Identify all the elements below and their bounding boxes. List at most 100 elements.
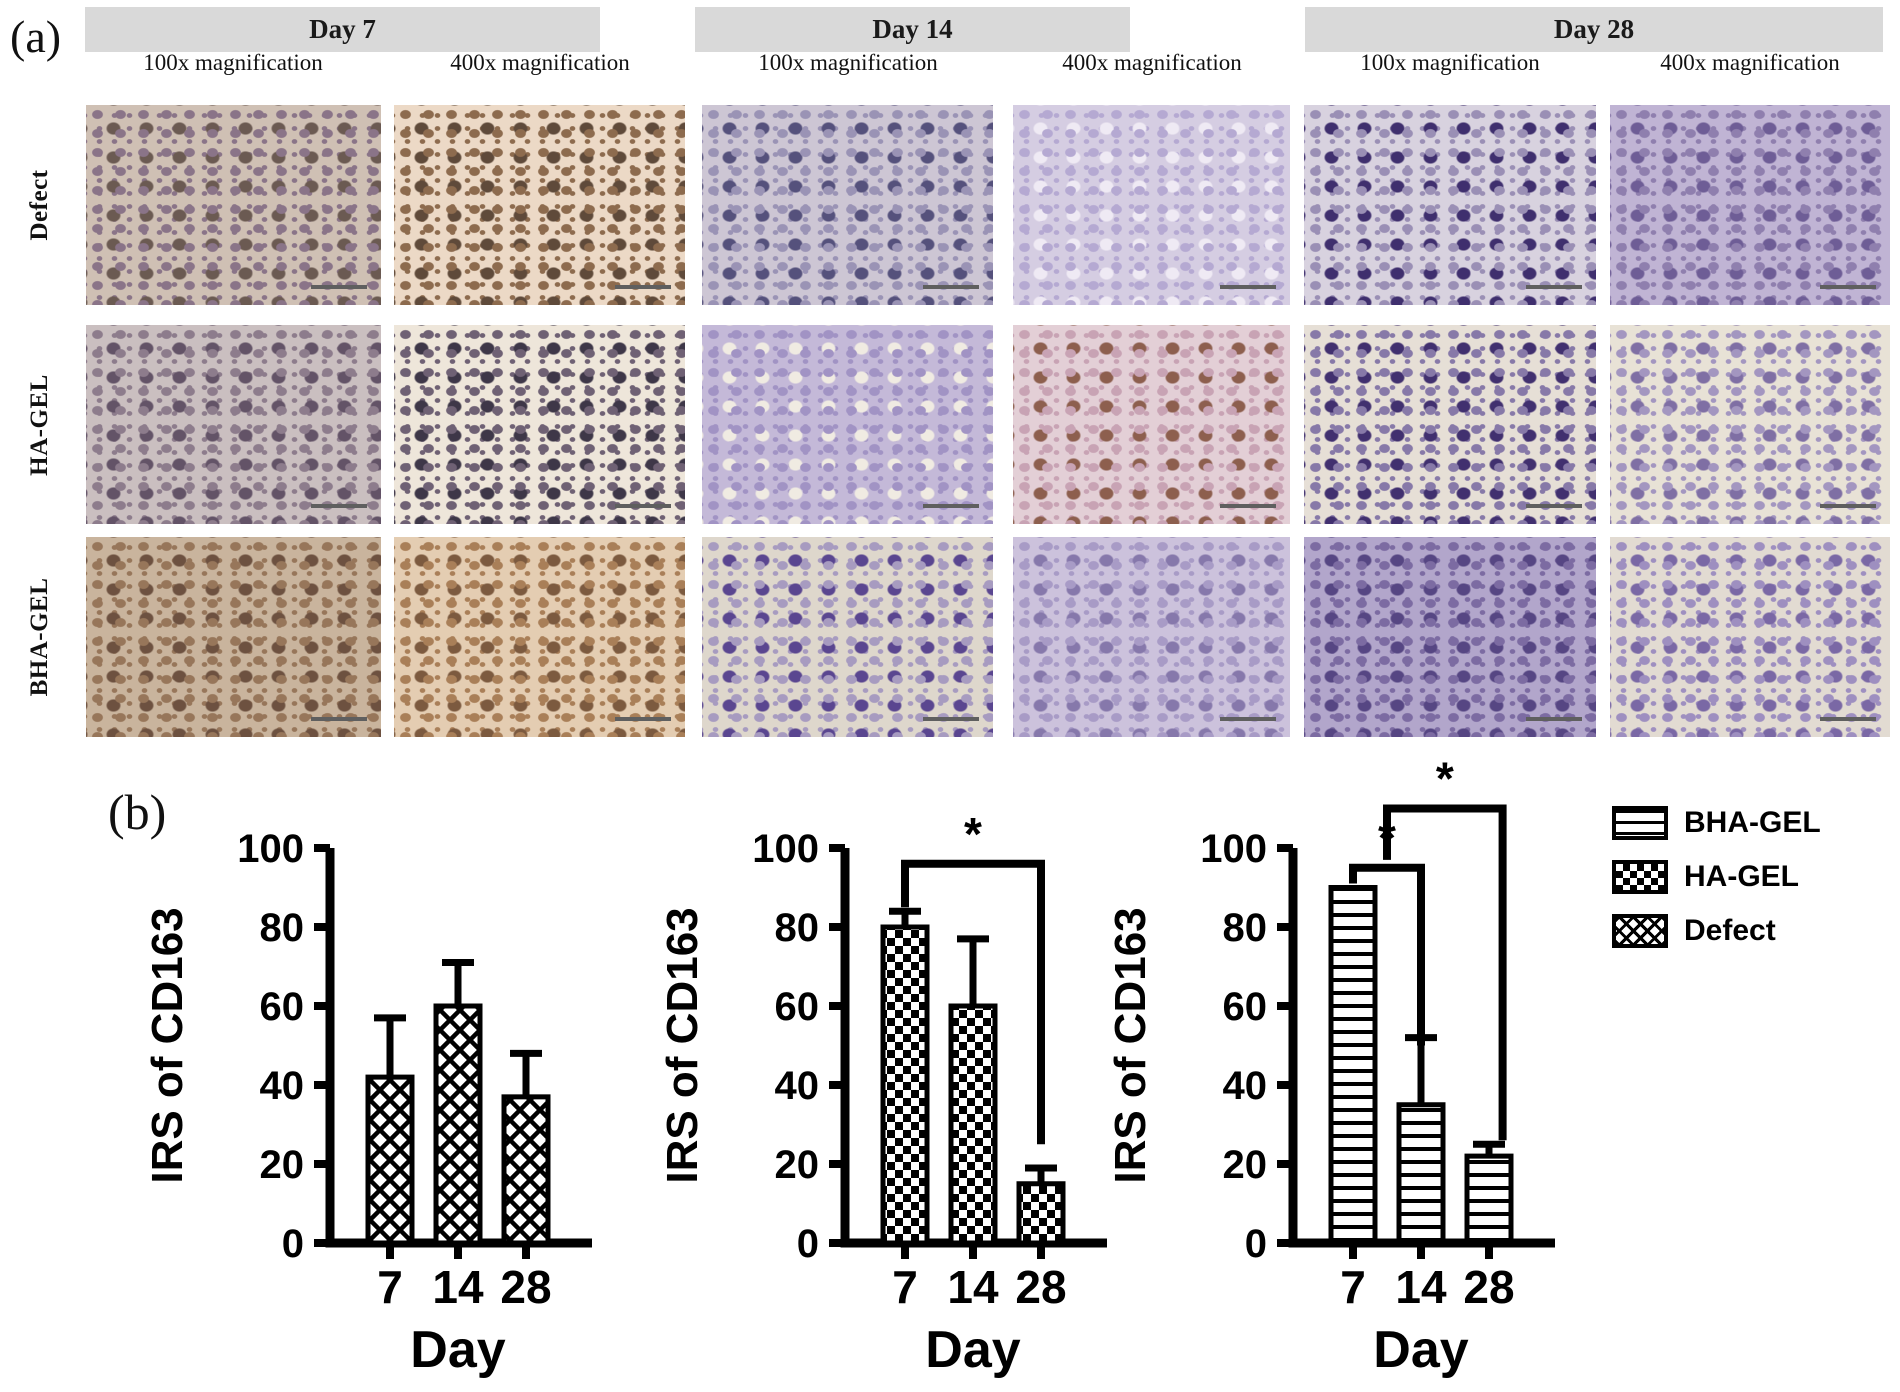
scale-bar (1820, 504, 1876, 508)
y-tick-label: 0 (1245, 1222, 1267, 1266)
y-tick-label: 40 (1223, 1064, 1268, 1108)
scale-bar (311, 717, 367, 721)
y-tick-label: 100 (1200, 827, 1267, 871)
day28-100x-label: 100x magnification (1360, 50, 1540, 75)
histology-image-defect-day7-400x (394, 105, 685, 305)
y-tick-label: 60 (260, 985, 305, 1029)
chart-legend: BHA-GEL HA-GEL Defect (1612, 806, 1821, 948)
histology-image-bha-gel-day14-400x (1013, 537, 1290, 737)
y-tick-label: 20 (260, 1143, 305, 1187)
bar-ha-gel-day7 (880, 924, 930, 1246)
y-tick-label: 20 (1223, 1143, 1268, 1187)
day7-header: Day 7 (85, 7, 600, 52)
chart-svg-ha-gel: 0 20 40 60 80 100 IRS of CD163 7 14 28 Day * (658, 808, 1107, 1379)
y-axis-title: IRS of CD163 (658, 907, 707, 1183)
y-tick-label: 40 (775, 1064, 820, 1108)
bar-chart-bha-gel: 0 20 40 60 80 100 IRS of CD163 7 14 28 Day * * (1103, 753, 1583, 1392)
histology-image-ha-gel-day14-100x (702, 325, 993, 524)
scale-bar (1526, 504, 1582, 508)
day14-400x-label: 400x magnification (1062, 50, 1242, 75)
scale-bar (1526, 717, 1582, 721)
bar-bha-gel-day28 (1464, 1153, 1514, 1246)
scale-bar (615, 504, 671, 508)
day14-100x-label: 100x magnification (758, 50, 938, 75)
histology-image-bha-gel-day28-400x (1610, 537, 1890, 737)
legend-item-bha-gel: BHA-GEL (1612, 806, 1821, 840)
x-tick-label: 14 (1395, 1261, 1447, 1313)
y-tick-label: 80 (1223, 906, 1268, 950)
row-label-bha-gel: BHA-GEL (26, 577, 53, 697)
day7-400x-label: 400x magnification (450, 50, 630, 75)
histology-image-ha-gel-day28-100x (1304, 325, 1596, 524)
day28-400x-label: 400x magnification (1660, 50, 1840, 75)
panel-a-label: (a) (10, 11, 62, 62)
histology-image-ha-gel-day28-400x (1610, 325, 1890, 524)
significance-bracket (1349, 863, 1425, 1046)
bar-chart-ha-gel: 0 20 40 60 80 100 IRS of CD163 7 14 28 Day * (655, 770, 1135, 1392)
day28-header: Day 28 (1305, 7, 1883, 52)
scale-bar (923, 285, 979, 289)
row-label-defect: Defect (26, 169, 53, 241)
significance-star: * (964, 808, 982, 860)
histology-image-bha-gel-day7-100x (86, 537, 381, 737)
significance-bracket (901, 859, 1045, 1145)
y-tick-label: 60 (1223, 985, 1268, 1029)
bar-chart-defect: 0 20 40 60 80 100 IRS of CD163 7 14 28 Day (140, 770, 620, 1392)
day14-header: Day 14 (695, 7, 1130, 52)
x-tick-label: 7 (1340, 1261, 1366, 1313)
histology-image-ha-gel-day7-100x (86, 325, 381, 524)
histology-image-bha-gel-day7-400x (394, 537, 685, 737)
histology-image-defect-day14-100x (702, 105, 993, 305)
histology-image-defect-day14-400x (1013, 105, 1290, 305)
legend-label: HA-GEL (1684, 860, 1799, 893)
y-tick-label: 0 (282, 1222, 304, 1266)
histology-image-defect-day28-400x (1610, 105, 1890, 305)
y-tick-label: 80 (260, 906, 305, 950)
x-tick-label: 28 (500, 1261, 551, 1313)
scale-bar (1220, 504, 1276, 508)
histology-image-ha-gel-day14-400x (1013, 325, 1290, 524)
legend-item-defect: Defect (1612, 914, 1821, 948)
bar-defect-day7 (365, 1074, 415, 1246)
legend-label: BHA-GEL (1684, 806, 1821, 839)
scale-bar (1820, 717, 1876, 721)
bar-defect-day14 (433, 1003, 483, 1246)
scale-bar (615, 717, 671, 721)
scale-bar (923, 717, 979, 721)
x-axis-title: Day (925, 1321, 1020, 1379)
histology-image-defect-day7-100x (86, 105, 381, 305)
bar-ha-gel-day28 (1016, 1181, 1066, 1246)
y-tick-label: 100 (752, 827, 819, 871)
scale-bar (1820, 285, 1876, 289)
y-tick-label: 60 (775, 985, 820, 1029)
x-tick-label: 28 (1015, 1261, 1066, 1313)
scale-bar (311, 504, 367, 508)
x-tick-label: 14 (947, 1261, 999, 1313)
histology-image-ha-gel-day7-400x (394, 325, 685, 524)
y-tick-label: 0 (797, 1222, 819, 1266)
scale-bar (311, 285, 367, 289)
legend-swatch-hlines-icon (1612, 806, 1668, 840)
y-tick-label: 20 (775, 1143, 820, 1187)
legend-swatch-crosshatch-icon (1612, 914, 1668, 948)
scale-bar (1526, 285, 1582, 289)
x-tick-label: 7 (892, 1261, 918, 1313)
x-tick-label: 28 (1463, 1261, 1514, 1313)
significance-star: * (1436, 753, 1454, 805)
bar-ha-gel-day14 (948, 1003, 998, 1246)
histology-image-bha-gel-day28-100x (1304, 537, 1596, 737)
legend-swatch-checker-icon (1612, 860, 1668, 894)
y-tick-label: 100 (237, 827, 304, 871)
bar-bha-gel-day14 (1396, 1102, 1446, 1246)
row-label-ha-gel: HA-GEL (26, 374, 53, 476)
scale-bar (1220, 285, 1276, 289)
day7-100x-label: 100x magnification (143, 50, 323, 75)
scale-bar (1220, 717, 1276, 721)
chart-svg-defect: 0 20 40 60 80 100 IRS of CD163 7 14 28 Day (143, 827, 592, 1379)
legend-item-ha-gel: HA-GEL (1612, 860, 1821, 894)
x-tick-label: 7 (377, 1261, 403, 1313)
y-axis-title: IRS of CD163 (143, 907, 192, 1183)
histology-image-defect-day28-100x (1304, 105, 1596, 305)
x-axis-title: Day (410, 1321, 505, 1379)
